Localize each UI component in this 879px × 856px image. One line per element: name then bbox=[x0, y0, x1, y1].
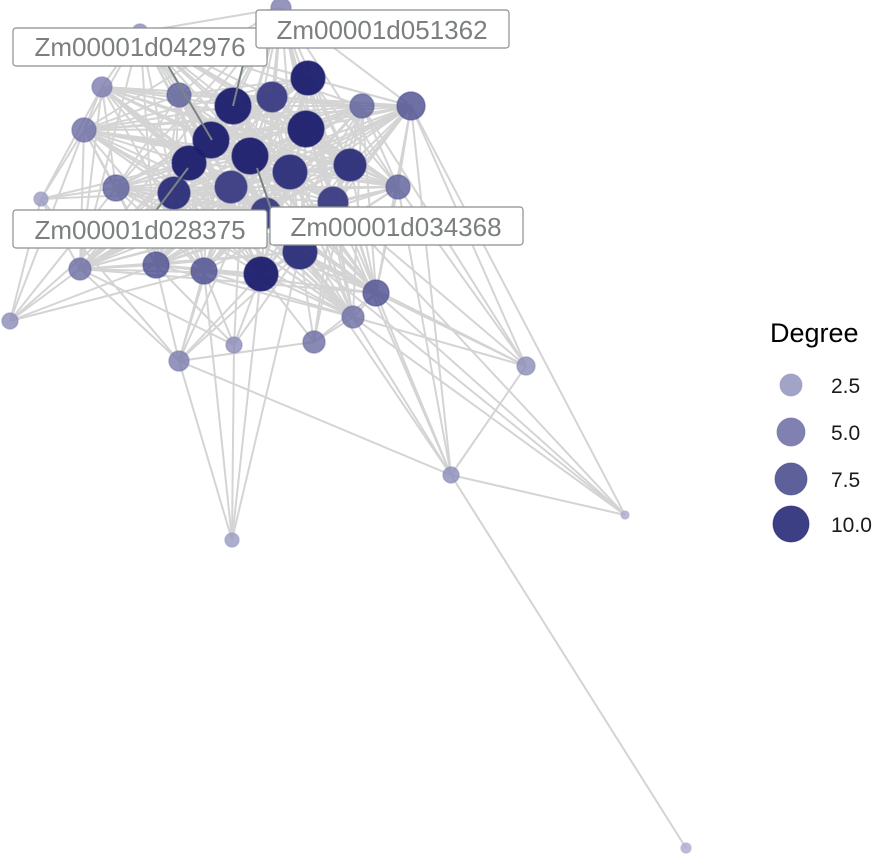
network-edge bbox=[299, 251, 527, 367]
network-edge bbox=[233, 251, 301, 346]
network-edge bbox=[352, 316, 452, 476]
legend-key bbox=[776, 417, 806, 447]
network-node bbox=[341, 305, 365, 329]
network-node bbox=[1, 312, 19, 330]
network-node bbox=[190, 257, 218, 285]
network-edge bbox=[203, 270, 233, 541]
network-edge bbox=[173, 192, 334, 203]
network-edge bbox=[231, 251, 301, 541]
network-edge bbox=[79, 268, 377, 294]
gene-label: Zm00001d051362 bbox=[255, 9, 510, 49]
label-leader bbox=[256, 167, 273, 213]
network-edge bbox=[9, 270, 205, 322]
network-node bbox=[68, 257, 92, 281]
network-edge bbox=[299, 251, 452, 476]
network-edge bbox=[173, 186, 399, 194]
network-node bbox=[214, 170, 248, 204]
network-node bbox=[168, 350, 190, 372]
network-node bbox=[396, 91, 426, 121]
network-node bbox=[33, 191, 49, 207]
network-edge bbox=[352, 316, 626, 516]
gene-label: Zm00001d034368 bbox=[269, 206, 524, 246]
network-edge bbox=[280, 7, 354, 318]
network-edge bbox=[450, 474, 687, 849]
network-edge bbox=[231, 273, 262, 541]
legend-key bbox=[772, 505, 810, 543]
network-edge bbox=[332, 201, 452, 476]
gene-label: Zm00001d042976 bbox=[12, 27, 268, 67]
network-node bbox=[349, 93, 375, 119]
network-edge bbox=[231, 344, 235, 541]
legend-label: 5.0 bbox=[831, 422, 860, 445]
network-edge bbox=[450, 474, 626, 516]
network-node bbox=[290, 60, 326, 96]
network-node bbox=[91, 76, 113, 98]
gene-label-text: Zm00001d034368 bbox=[290, 212, 501, 242]
network-edge bbox=[178, 360, 452, 476]
legend-title: Degree bbox=[770, 318, 859, 348]
network-node bbox=[516, 356, 536, 376]
network-edge bbox=[9, 264, 157, 322]
network-edge bbox=[155, 264, 235, 346]
network-edge bbox=[178, 341, 315, 362]
network-edge bbox=[9, 268, 81, 322]
network-edge bbox=[79, 268, 262, 275]
network-node bbox=[224, 532, 240, 548]
network-edge bbox=[410, 105, 626, 516]
label-leader bbox=[232, 64, 244, 107]
network-edge bbox=[352, 316, 527, 367]
network-node bbox=[680, 842, 692, 854]
network-edge bbox=[178, 273, 262, 362]
network-edge bbox=[375, 292, 626, 516]
network-edge bbox=[83, 129, 190, 164]
legend: Degree 2.5 5.0 7.5 10.0 bbox=[770, 318, 872, 543]
network-node bbox=[362, 279, 390, 307]
network-edge bbox=[299, 251, 626, 516]
network-node bbox=[166, 82, 192, 108]
network-node bbox=[620, 510, 630, 520]
gene-label-text: Zm00001d028375 bbox=[34, 215, 245, 245]
legend-label: 10.0 bbox=[831, 514, 872, 537]
legend-label: 7.5 bbox=[831, 469, 860, 492]
legend-key bbox=[779, 373, 803, 397]
network-node bbox=[171, 145, 207, 181]
network-edge bbox=[332, 201, 626, 516]
network-node bbox=[256, 81, 288, 113]
legend-label: 2.5 bbox=[831, 375, 860, 398]
label-leader bbox=[166, 63, 213, 141]
gene-label-text: Zm00001d042976 bbox=[34, 32, 245, 62]
network-node bbox=[157, 176, 191, 210]
network-edge bbox=[178, 360, 233, 541]
node-layer bbox=[1, 0, 692, 854]
network-edge bbox=[173, 164, 351, 194]
network-node bbox=[142, 251, 170, 279]
network-node bbox=[102, 174, 130, 202]
gene-label-text: Zm00001d051362 bbox=[276, 15, 487, 45]
label-leader bbox=[154, 167, 189, 213]
network-node bbox=[231, 137, 269, 175]
network-node bbox=[225, 336, 243, 354]
network-node bbox=[333, 148, 367, 182]
network-edge bbox=[450, 365, 527, 476]
network-node bbox=[272, 154, 308, 190]
network-edge bbox=[410, 105, 452, 476]
legend-key bbox=[774, 462, 808, 496]
edge-layer bbox=[9, 7, 687, 849]
gene-label-layer: Zm00001d042976 Zm00001d051362 Zm00001d02… bbox=[12, 9, 524, 249]
network-node bbox=[302, 330, 326, 354]
gene-label: Zm00001d028375 bbox=[12, 209, 268, 249]
network-node bbox=[442, 466, 460, 484]
network-edge bbox=[79, 268, 235, 346]
network-edge bbox=[203, 270, 354, 318]
network-edge bbox=[79, 268, 180, 362]
network-node bbox=[287, 110, 325, 148]
network-node bbox=[71, 117, 97, 143]
network-edge bbox=[40, 86, 103, 200]
network-edge bbox=[178, 251, 301, 362]
network-node bbox=[385, 174, 411, 200]
network-node bbox=[243, 256, 279, 292]
